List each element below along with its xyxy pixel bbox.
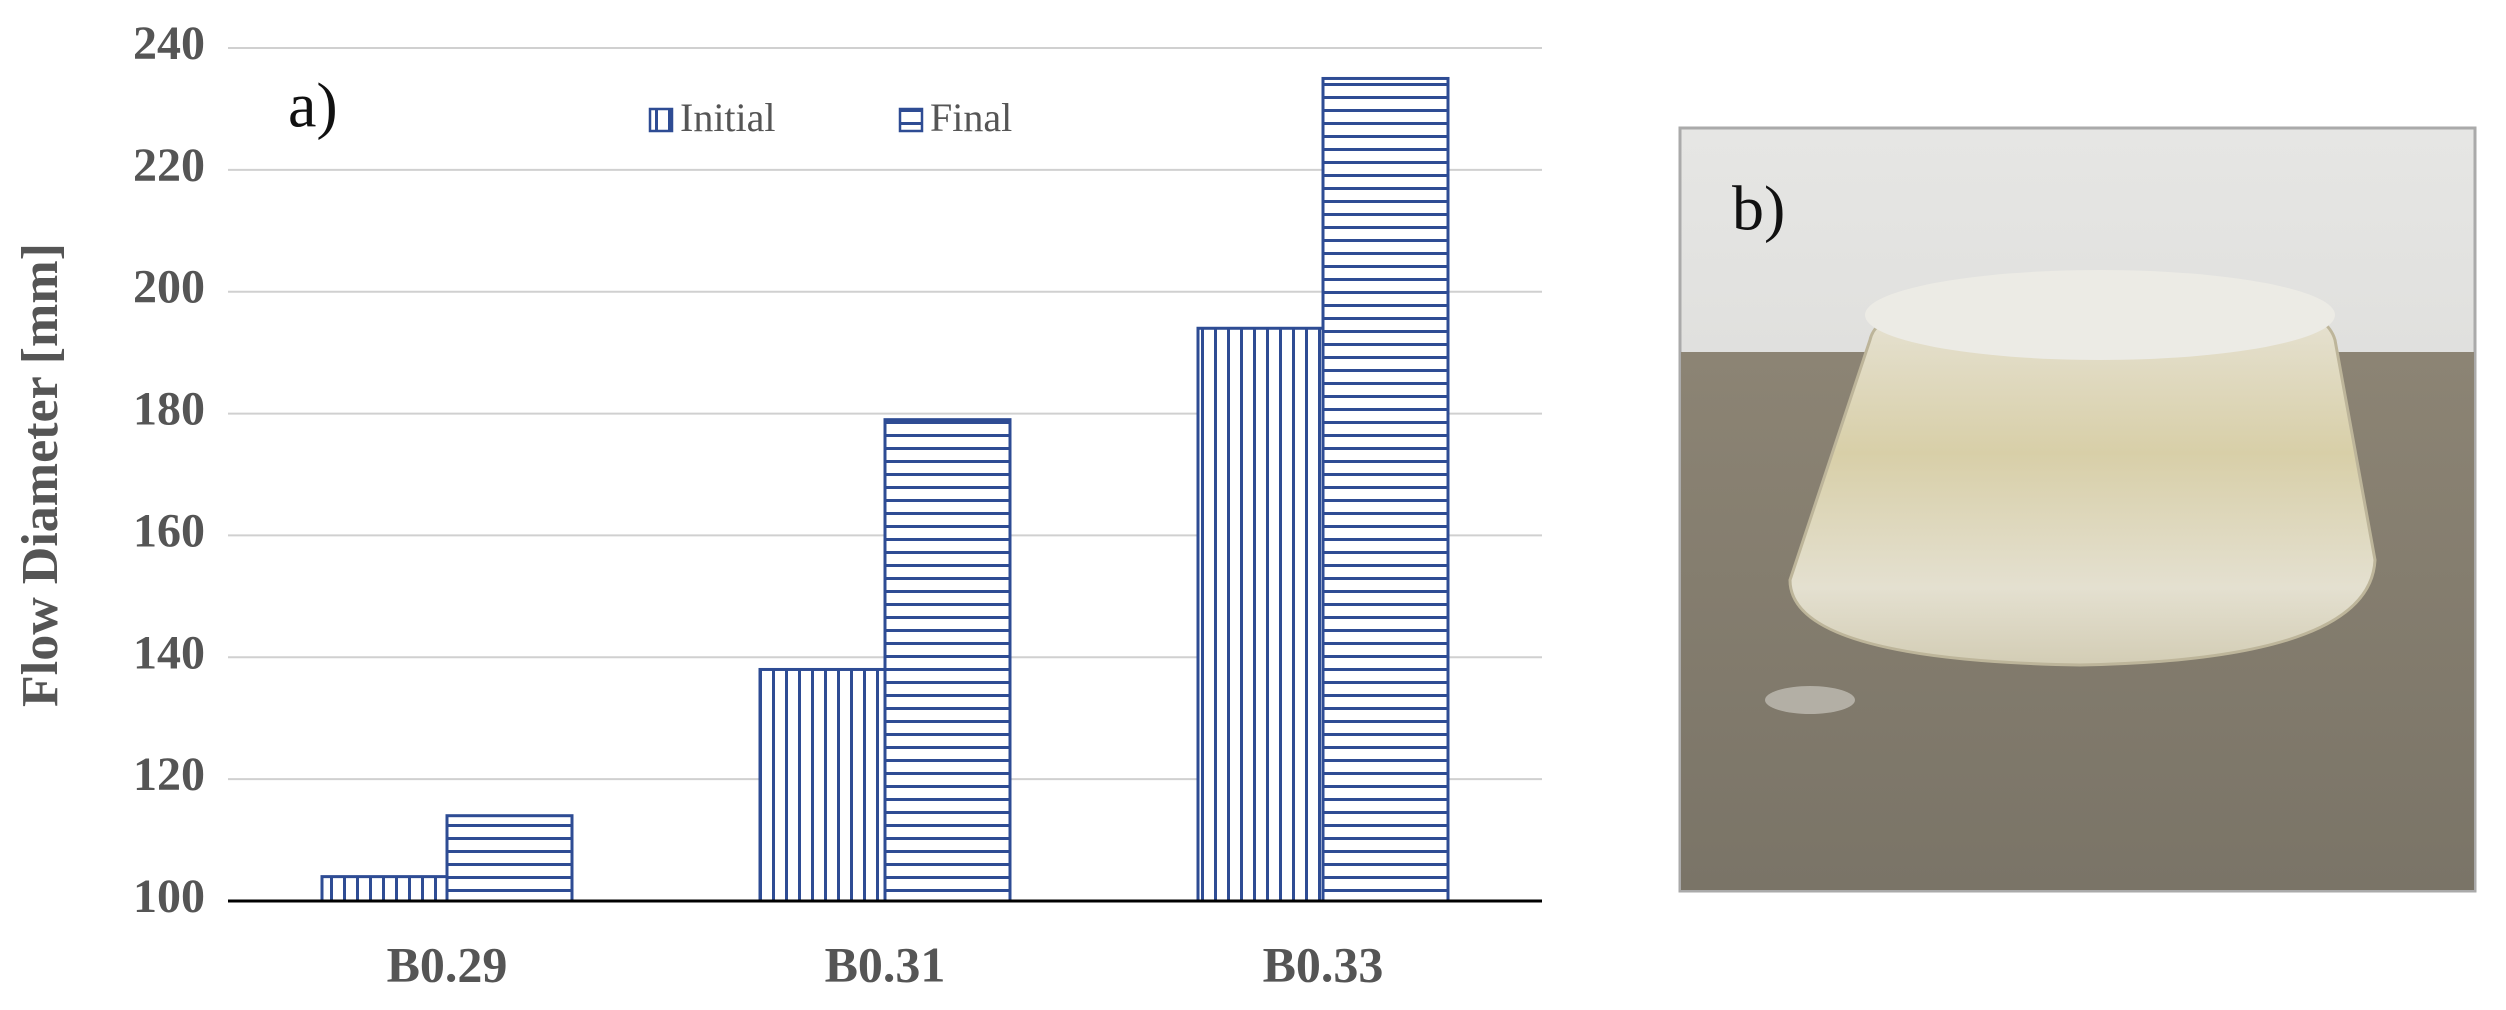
panel-label: a)	[288, 70, 338, 141]
y-tick-label: 100	[133, 870, 205, 923]
photo-spot	[1765, 686, 1855, 714]
bar	[883, 418, 1012, 903]
bar	[320, 875, 449, 903]
panel-label: b)	[1732, 173, 1785, 244]
legend-label: Initial	[680, 95, 776, 140]
bar	[758, 667, 887, 903]
y-tick-label: 220	[133, 139, 205, 192]
photo: b)	[1678, 126, 2477, 893]
bar	[1321, 76, 1450, 903]
y-tick-label: 120	[133, 748, 205, 801]
y-tick-label: 200	[133, 261, 205, 314]
x-tick-label: B0.29	[387, 936, 508, 992]
bar	[1196, 326, 1325, 903]
y-tick-label: 160	[133, 504, 205, 557]
legend-label: Final	[930, 95, 1012, 140]
x-tick-label: B0.33	[1263, 936, 1384, 992]
photo-sample-top	[1865, 270, 2335, 360]
x-tick-label: B0.31	[825, 936, 946, 992]
y-tick-label: 240	[133, 17, 205, 70]
legend-swatch	[648, 107, 674, 133]
legend-swatch	[898, 107, 924, 133]
y-tick-label: 180	[133, 383, 205, 436]
y-axis-title: Flow Diameter [mm]	[12, 243, 69, 707]
bar	[445, 814, 574, 903]
y-tick-label: 140	[133, 626, 205, 679]
